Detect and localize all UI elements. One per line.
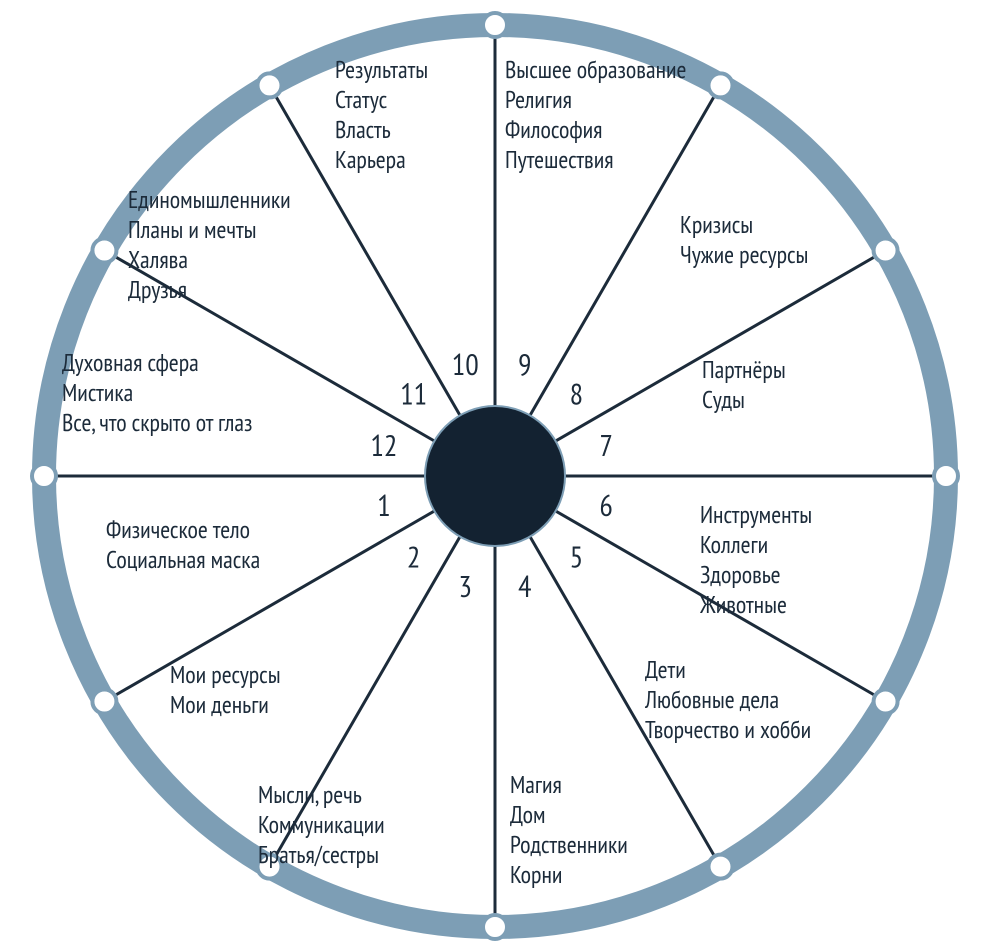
sector-number-8: 8 (570, 375, 584, 414)
wheel-diagram: 123456789101112 (0, 0, 991, 952)
sector-label-11: Единомышленники Планы и мечты Халява Дру… (128, 185, 291, 305)
sector-number-11: 11 (400, 375, 427, 414)
sector-number-12: 12 (370, 426, 397, 465)
hub (425, 406, 565, 546)
sector-label-8: Кризисы Чужие ресурсы (680, 210, 808, 270)
spoke-node (709, 855, 733, 879)
sector-label-6: Инструменты Коллеги Здоровье Животные (700, 500, 812, 620)
spoke-node (483, 915, 507, 939)
spoke-node (874, 239, 898, 263)
sector-number-1: 1 (377, 486, 391, 525)
spoke-node (32, 464, 56, 488)
sector-number-10: 10 (452, 345, 479, 384)
spoke-node (483, 13, 507, 37)
spoke-node (874, 690, 898, 714)
sector-label-12: Духовная сфера Мистика Все, что скрыто о… (62, 348, 252, 438)
spoke-node (934, 464, 958, 488)
sector-label-3: Мысли, речь Коммуникации Братья/сестры (258, 780, 385, 870)
spoke-node (92, 239, 116, 263)
sector-number-6: 6 (599, 486, 613, 525)
sector-number-7: 7 (599, 426, 613, 465)
sector-number-5: 5 (570, 537, 584, 576)
sector-label-7: Партнёры Суды (702, 355, 786, 415)
sector-label-5: Дети Любовные дела Творчество и хобби (645, 655, 811, 745)
spoke-node (258, 73, 282, 97)
spoke-node (709, 73, 733, 97)
sector-label-4: Магия Дом Родственники Корни (510, 770, 628, 890)
sector-number-2: 2 (407, 537, 421, 576)
sector-number-9: 9 (518, 345, 532, 384)
sector-label-2: Мои ресурсы Мои деньги (170, 660, 281, 720)
sector-label-10: Результаты Статус Власть Карьера (335, 55, 428, 175)
sector-number-4: 4 (518, 567, 532, 606)
spoke-node (92, 690, 116, 714)
sector-label-1: Физическое тело Социальная маска (106, 515, 260, 575)
sector-label-9: Высшее образование Религия Философия Пут… (505, 55, 686, 175)
sector-number-3: 3 (458, 567, 472, 606)
